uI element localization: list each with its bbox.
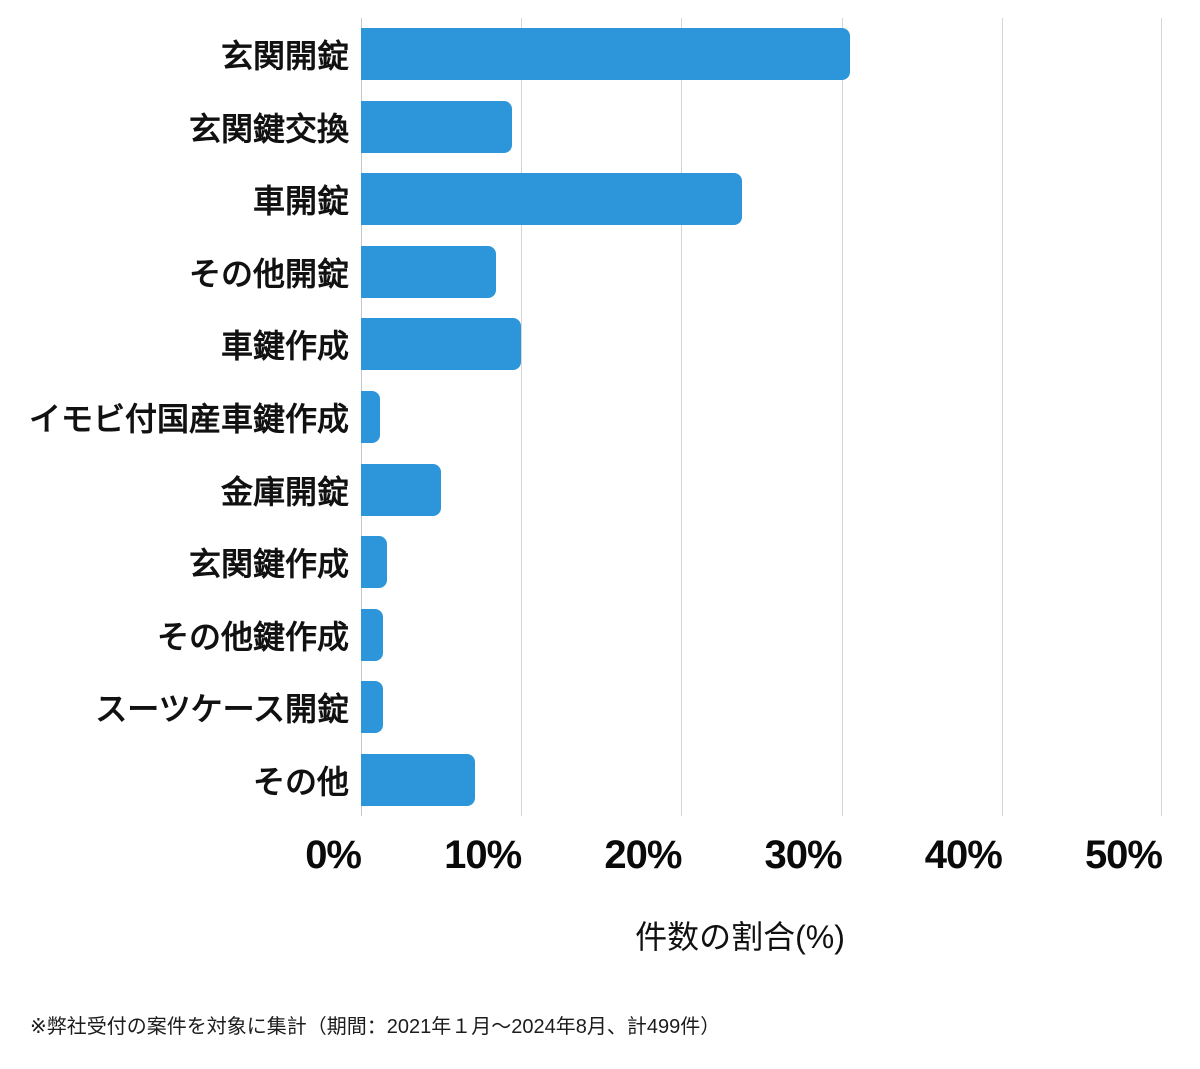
- bar-11: [361, 753, 475, 806]
- bar-row: [361, 163, 1162, 236]
- bar-series: [361, 18, 1162, 816]
- bar-3: [361, 173, 743, 226]
- x-axis-ticks: 0% 10% 20% 30% 40% 50%: [305, 833, 1163, 881]
- bar-row: [361, 453, 1162, 526]
- bar-6: [361, 391, 381, 443]
- category-label-10: スーツケース開錠: [95, 691, 349, 728]
- category-label-4: その他開錠: [188, 255, 349, 292]
- gridline-20: [681, 18, 683, 816]
- bar-10: [361, 681, 384, 734]
- x-tick-10: 10%: [444, 833, 522, 877]
- x-tick-50: 50%: [1084, 833, 1163, 877]
- bar-9: [361, 608, 384, 661]
- x-tick-0: 0%: [305, 833, 362, 877]
- bar-2: [361, 100, 512, 153]
- category-label-11: その他: [252, 763, 349, 800]
- category-label-9: その他鍵作成: [156, 618, 349, 655]
- plot-area: [361, 18, 1162, 816]
- gridline-50: [1161, 18, 1162, 816]
- gridline-30: [841, 18, 843, 816]
- bar-1: [361, 28, 850, 81]
- gridline-40: [1001, 18, 1003, 816]
- bar-row: [361, 743, 1162, 816]
- x-tick-20: 20%: [604, 833, 682, 877]
- bar-row: [361, 598, 1162, 671]
- bar-4: [361, 245, 496, 298]
- gridline-10: [521, 18, 523, 816]
- bar-row: [361, 526, 1162, 599]
- bar-row: [361, 308, 1162, 381]
- category-label-8: 玄関鍵作成: [188, 546, 349, 583]
- bar-row: [361, 671, 1162, 744]
- bar-row: [361, 91, 1162, 164]
- bar-row: [361, 18, 1162, 91]
- category-label-3: 車開錠: [252, 183, 349, 220]
- bar-7: [361, 463, 442, 516]
- category-label-5: 車鍵作成: [220, 328, 349, 365]
- category-axis-labels: 玄関開錠玄関鍵交換車開錠その他開錠車鍵作成イモビ付国産車鍵作成金庫開錠玄関鍵作成…: [0, 18, 349, 816]
- x-tick-40: 40%: [924, 833, 1003, 877]
- bar-row: [361, 381, 1162, 454]
- category-label-1: 玄関開錠: [220, 38, 349, 75]
- category-label-2: 玄関鍵交換: [188, 110, 349, 147]
- x-axis-title: 件数の割合(%): [635, 919, 845, 955]
- bar-8: [361, 536, 387, 589]
- category-label-6: イモビ付国産車鍵作成: [28, 401, 349, 437]
- bar-row: [361, 236, 1162, 309]
- footnote: ※弊社受付の案件を対象に集計（期間：2021年１月～2024年8月、計499件）: [30, 1016, 721, 1038]
- x-tick-30: 30%: [764, 833, 843, 877]
- bar-5: [361, 318, 522, 371]
- category-label-7: 金庫開錠: [220, 473, 349, 510]
